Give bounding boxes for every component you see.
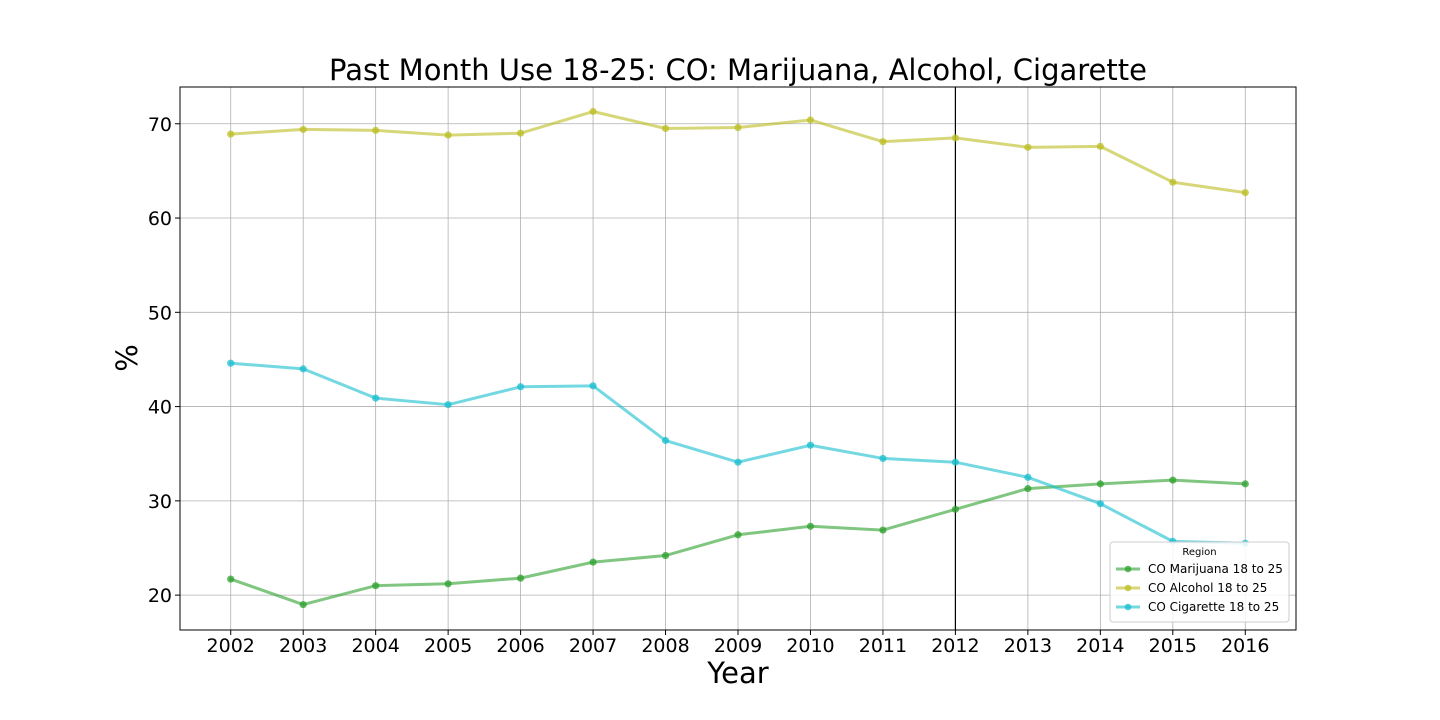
- data-point: [516, 574, 525, 582]
- data-point: [227, 130, 235, 138]
- data-point: [227, 359, 235, 367]
- legend-item: CO Marijuana 18 to 25: [1116, 562, 1283, 576]
- data-point: [879, 454, 887, 463]
- data-point: [1024, 143, 1032, 151]
- data-point: [1241, 480, 1249, 488]
- data-point: [951, 505, 960, 513]
- data-point: [589, 382, 597, 390]
- x-tick-label: 2011: [859, 635, 907, 657]
- x-tick-label: 2015: [1149, 635, 1197, 657]
- data-point: [516, 383, 525, 391]
- legend-item: CO Cigarette 18 to 25: [1116, 600, 1279, 614]
- x-tick-label: 2004: [351, 635, 399, 657]
- data-point: [1096, 480, 1104, 488]
- data-point: [734, 458, 742, 466]
- legend-box: [1109, 541, 1290, 623]
- data-point: [299, 600, 307, 609]
- legend-swatch-marker: [1124, 603, 1132, 611]
- chart-title: Past Month Use 18-25: CO: Marijuana, Alc…: [329, 53, 1147, 87]
- data-point: [1169, 178, 1177, 186]
- x-tick-label: 2010: [786, 635, 834, 657]
- data-point: [444, 131, 452, 139]
- x-tick-label: 2009: [714, 635, 762, 657]
- series-1: [227, 476, 1249, 609]
- data-point: [661, 436, 670, 445]
- plot-frame: [179, 86, 1297, 631]
- data-point: [806, 522, 815, 530]
- y-tick-label: 40: [148, 397, 172, 419]
- data-point: [444, 401, 452, 409]
- x-tick-label: 2007: [569, 635, 617, 657]
- data-point: [372, 582, 380, 590]
- data-point: [661, 551, 670, 560]
- legend-title: Region: [1182, 547, 1216, 558]
- data-point: [879, 138, 887, 146]
- data-point: [1024, 484, 1032, 493]
- data-point: [951, 134, 960, 142]
- data-point: [661, 124, 670, 133]
- legend: Region CO Marijuana 18 to 25 CO Alcohol 18…: [1109, 541, 1290, 623]
- y-tick-label: 20: [148, 585, 172, 607]
- y-tick-label: 70: [148, 114, 172, 136]
- x-tick-label: 2014: [1076, 635, 1124, 657]
- data-point: [1096, 142, 1104, 150]
- data-point: [734, 531, 742, 539]
- legend-label: CO Alcohol 18 to 25: [1148, 581, 1267, 595]
- y-tick-label: 30: [148, 491, 172, 513]
- data-point: [227, 575, 235, 583]
- data-point: [372, 126, 380, 134]
- x-tick-label: 2013: [1004, 635, 1052, 657]
- data-point: [1169, 476, 1177, 484]
- x-tick-label: 2008: [641, 635, 689, 657]
- x-tick-label: 2005: [424, 635, 472, 657]
- data-point: [734, 123, 742, 132]
- data-point: [1024, 473, 1032, 481]
- x-tick-label: 2016: [1221, 635, 1269, 657]
- y-tick-label: 60: [148, 208, 172, 230]
- legend-label: CO Marijuana 18 to 25: [1148, 562, 1283, 576]
- x-tick-label: 2012: [931, 635, 979, 657]
- data-point: [589, 558, 597, 566]
- data-point: [589, 107, 597, 116]
- axis-ticks: 2002 2003 2004 2005 2006 2007 2008 2009 2010 2011…: [148, 114, 1270, 657]
- data-point: [806, 441, 815, 449]
- data-point: [806, 116, 815, 124]
- data-point: [1096, 500, 1104, 508]
- data-point: [951, 458, 960, 466]
- data-point: [444, 580, 452, 588]
- y-axis-label: %: [110, 344, 144, 372]
- series-2: [227, 107, 1249, 197]
- data-point: [299, 365, 307, 373]
- data-point: [879, 526, 887, 534]
- x-axis-label: Year: [706, 656, 768, 690]
- data-point: [299, 125, 307, 134]
- legend-label: CO Cigarette 18 to 25: [1148, 600, 1279, 614]
- x-tick-label: 2003: [279, 635, 327, 657]
- data-point: [372, 394, 380, 402]
- data-point: [1241, 188, 1249, 197]
- legend-swatch-marker: [1124, 565, 1132, 573]
- y-tick-label: 50: [148, 302, 172, 324]
- data-point: [516, 129, 525, 137]
- legend-swatch-marker: [1124, 584, 1132, 592]
- x-tick-label: 2006: [496, 635, 544, 657]
- x-tick-label: 2002: [207, 635, 255, 657]
- legend-item: CO Alcohol 18 to 25: [1116, 581, 1267, 595]
